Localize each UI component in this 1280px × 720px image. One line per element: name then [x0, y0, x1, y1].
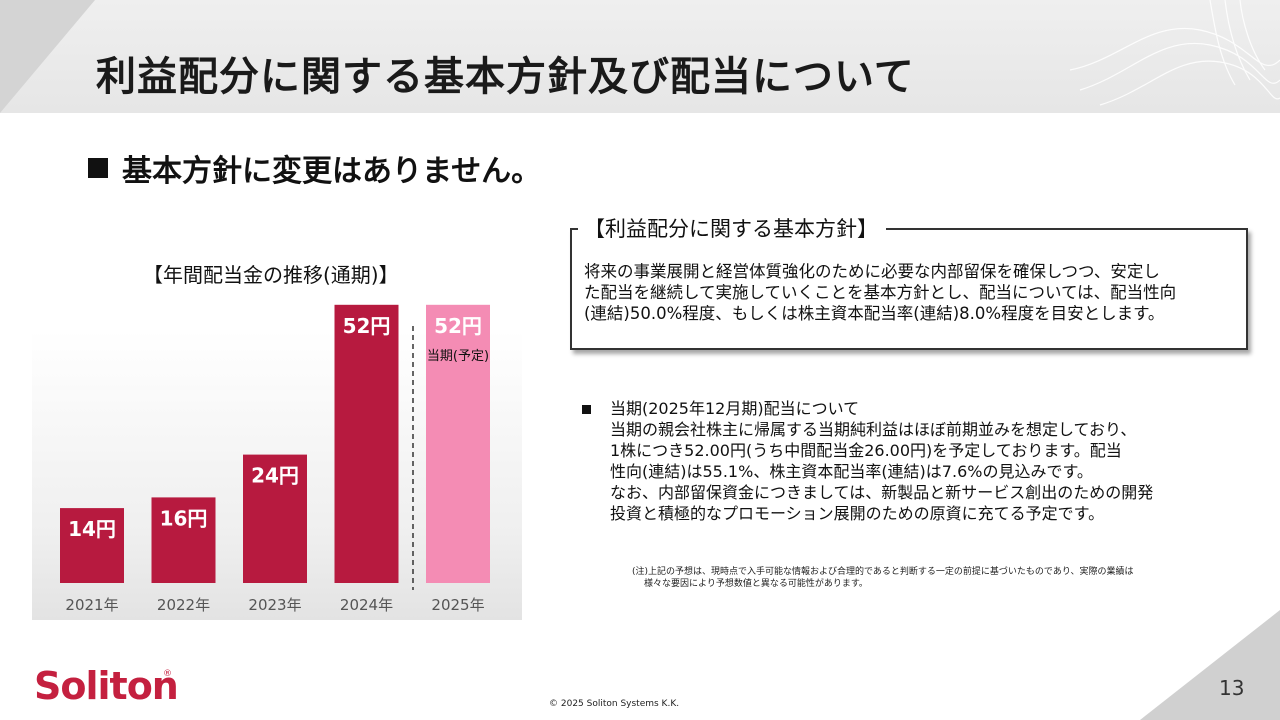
bullet-square-icon [88, 158, 108, 178]
bar [243, 454, 307, 583]
policy-line: 将来の事業展開と経営体質強化のために必要な内部留保を確保しつつ、安定し [584, 262, 1160, 281]
bullet-square-icon [582, 405, 591, 414]
decorative-lines-graphic [1069, 0, 1280, 106]
policy-line: (連結)50.0%程度、もしくは株主資本配当率(連結)8.0%程度を目安とします… [584, 304, 1165, 323]
bar [60, 508, 124, 583]
page-number: 13 [1219, 676, 1245, 700]
bar-forecast [426, 304, 490, 583]
disclaimer-note: (注)上記の予想は、現時点で入手可能な情報および合理的であると判断する一定の前提… [632, 566, 1232, 590]
policy-text: 将来の事業展開と経営体質強化のために必要な内部留保を確保しつつ、安定し た配当を… [584, 261, 1244, 324]
dividend-line: 投資と積極的なプロモーション展開のための原資に充てる予定です。 [610, 504, 1105, 523]
dividend-bar-chart: 14円 2021年 16円 2022年 24円 2023年 52円 2024年 52円 2025年… [60, 304, 490, 614]
page-title: 利益配分に関する基本方針及び配当について [96, 54, 915, 100]
dividend-line: 性向(連結)は55.1%、株主資本配当率(連結)は7.6%の見込みです。 [610, 462, 1093, 481]
soliton-logo: Soliton [34, 664, 179, 708]
disclaimer-line: (注)上記の予想は、現時点で入手可能な情報および合理的であると判断する一定の前提… [632, 567, 1134, 577]
dividend-line: 当期の親会社株主に帰属する当期純利益はほぼ前期並みを想定しており、 [610, 420, 1137, 439]
title-bar: 利益配分に関する基本方針及び配当について [0, 0, 1280, 113]
x-tick-label: 2022年 [157, 596, 210, 614]
dividend-line: なお、内部留保資金につきましては、新製品と新サービス創出のための開発 [610, 483, 1154, 502]
bar-value-label: 24円 [251, 464, 299, 488]
policy-box-label: 【利益配分に関する基本方針】 [578, 213, 886, 243]
registered-mark: ® [163, 669, 172, 679]
bar [151, 497, 216, 583]
policy-line: た配当を継続して実施していくことを基本方針とし、配当については、配当性向 [584, 283, 1177, 302]
copyright-text: © 2025 Soliton Systems K.K. [549, 699, 680, 709]
policy-box [570, 228, 1248, 350]
x-tick-label: 2024年 [340, 596, 393, 614]
dividend-line: 1株につき52.00円(うち中間配当金26.00円)を予定しております。配当 [610, 441, 1122, 460]
bar-value-label: 16円 [160, 506, 208, 530]
bar-value-label: 52円 [343, 314, 391, 338]
bar-value-label: 14円 [68, 517, 116, 541]
section-heading: 基本方針に変更はありません。 [88, 146, 541, 190]
title-bar-accent [0, 0, 95, 113]
chart-title: 【年間配当金の推移(通期)】 [143, 263, 399, 287]
bar [334, 304, 399, 583]
dividend-heading: 当期(2025年12月期)配当について [610, 399, 860, 418]
x-tick-label: 2021年 [65, 596, 118, 614]
forecast-label: 当期(予定) [427, 349, 489, 364]
corner-accent [1140, 610, 1280, 720]
x-tick-label: 2025年 [431, 596, 484, 614]
bar-value-label: 52円 [434, 314, 482, 338]
disclaimer-line: 様々な要因により予想数値と異なる可能性があります。 [644, 579, 868, 589]
x-tick-label: 2023年 [248, 596, 301, 614]
section-heading-text: 基本方針に変更はありません。 [122, 154, 542, 189]
